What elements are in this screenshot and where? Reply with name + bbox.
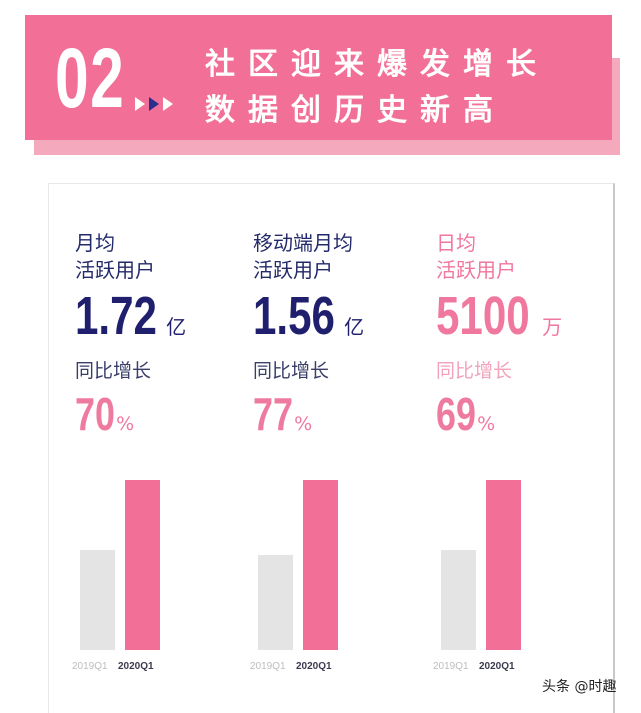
title-line-2: 数据创历史新高 [205,93,506,128]
metric-value: 1.56 [253,286,335,346]
title-line-1: 社区迎来爆发增长 [205,47,549,82]
growth-label: 同比增长 [436,360,513,382]
x-tick-label: 2019Q1 [433,661,469,672]
bar-2020Q1 [125,480,160,650]
growth-label: 同比增长 [253,360,330,382]
growth-unit: % [116,413,135,435]
metric-label: 活跃用户 [75,258,155,282]
metric-label: 月均 [75,231,115,255]
metric-dau: 日均 活跃用户 5100 万 同比增长 69% [436,230,562,437]
metric-unit: 亿 [344,315,365,339]
arrow-right-icon [163,97,173,111]
metric-label: 移动端月均 [253,231,353,255]
bar-2019Q1 [258,554,293,650]
x-tick-label: 2019Q1 [250,661,286,672]
bar-2020Q1 [303,480,338,650]
growth-value: 69 [436,388,476,440]
arrow-right-icon [149,97,159,111]
metric-label: 活跃用户 [436,258,516,282]
arrow-right-icon [135,97,145,111]
metric-unit: 万 [542,315,563,339]
x-tick-label: 2019Q1 [72,661,108,672]
header-title: 社区迎来爆发增长 数据创历史新高 [205,42,549,134]
x-tick-label: 2020Q1 [118,661,154,672]
bar-2020Q1 [486,480,521,650]
x-tick-label: 2020Q1 [479,661,515,672]
arrows-icon [135,97,173,111]
metrics-card [48,183,615,713]
watermark: 头条 @时趣 [542,679,617,695]
growth-label: 同比增长 [75,360,152,382]
growth-value: 70 [75,388,115,440]
growth-unit: % [477,413,496,435]
metric-label: 活跃用户 [253,258,333,282]
header-banner [25,15,612,140]
metric-value: 1.72 [75,286,157,346]
metric-unit: 亿 [166,315,187,339]
bar-2019Q1 [441,549,476,650]
growth-unit: % [294,413,313,435]
section-number: 02 [55,31,126,125]
bar-2019Q1 [80,549,115,650]
metric-mau: 月均 活跃用户 1.72 亿 同比增长 70% [75,230,186,437]
growth-value: 77 [253,388,293,440]
x-tick-label: 2020Q1 [296,661,332,672]
metric-value: 5100 [436,286,530,346]
metric-mobile-mau: 移动端月均 活跃用户 1.56 亿 同比增长 77% [253,230,364,437]
metric-label: 日均 [436,231,476,255]
